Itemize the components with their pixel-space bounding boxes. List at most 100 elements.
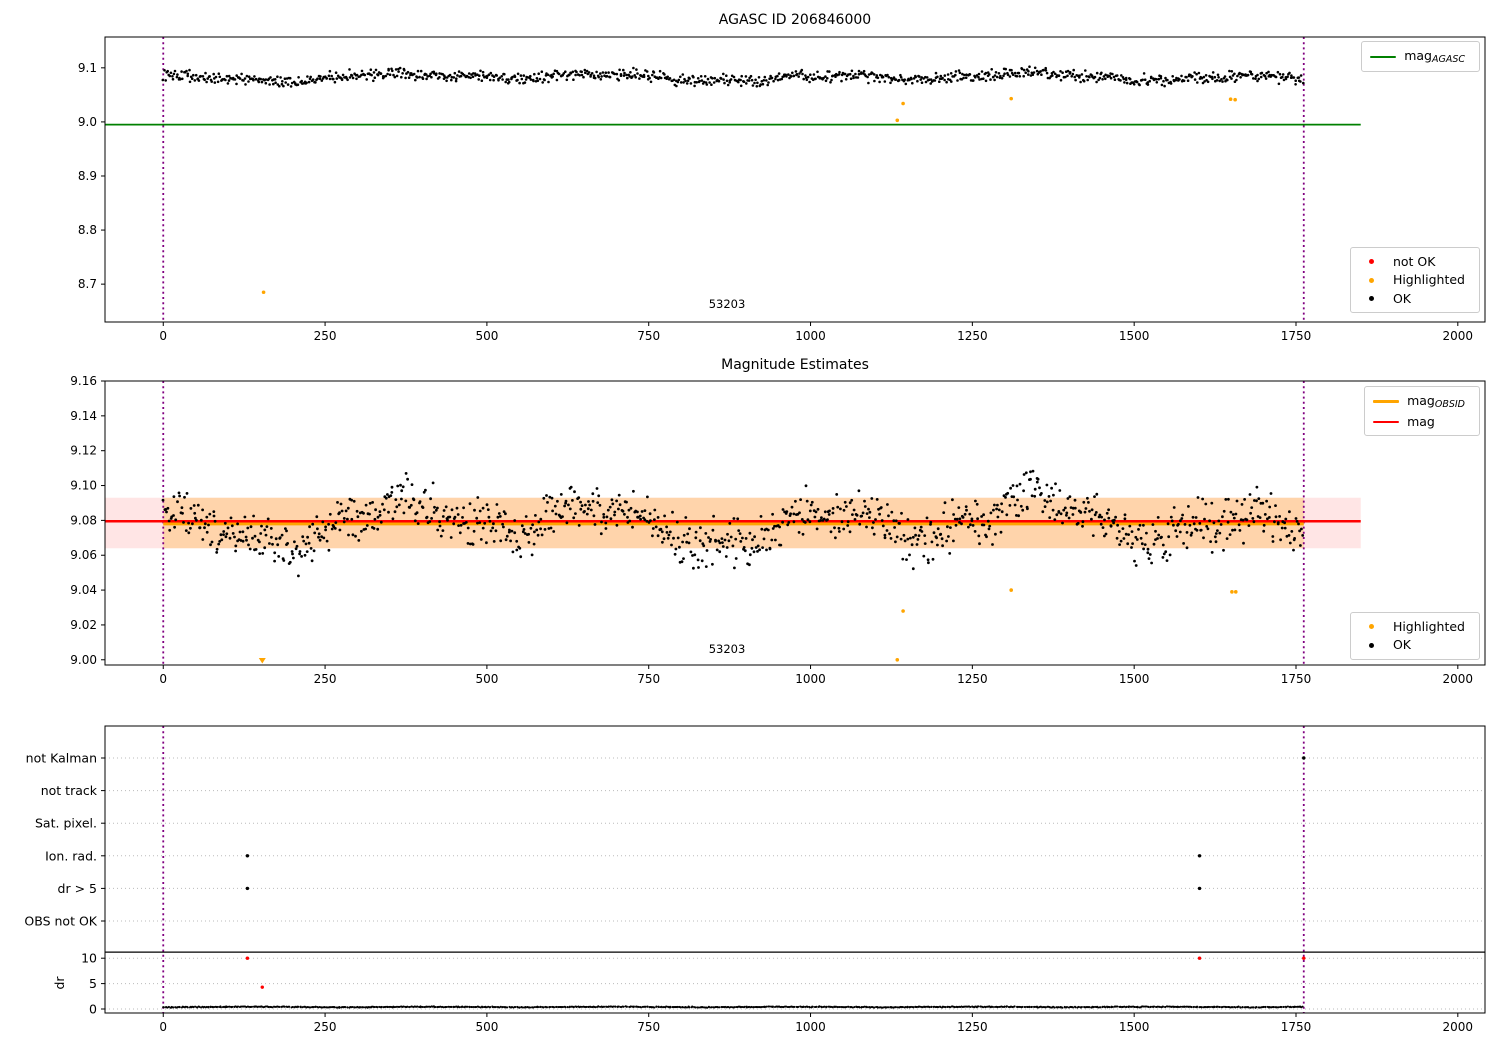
legend-flags-1: not OK Highlighted OK <box>1349 247 1480 314</box>
legend-line-icon <box>1373 400 1400 404</box>
legend-label: magAGASC <box>1404 47 1465 65</box>
legend-label: Highlighted <box>1392 272 1465 288</box>
legend-entry: Highlighted <box>1357 617 1471 636</box>
legend-label: not OK <box>1392 253 1436 269</box>
flag-row-label: Ion. rad. <box>45 848 97 863</box>
y-tick-label: 8.8 <box>78 223 97 237</box>
plot1-ok-points <box>161 65 1305 88</box>
plot2-magnitude-estimates: 0 250 500 750 1000 1250 1500 1750 2000 9.00 9.02 9.… <box>70 374 1486 686</box>
plot2-ok-points <box>161 469 1305 578</box>
x-tick-label: 1250 <box>957 1020 988 1034</box>
y-tick-label: 8.7 <box>78 277 97 291</box>
legend-entry: not OK <box>1357 252 1471 271</box>
x-tick-label: 1250 <box>957 672 988 686</box>
x-tick-label: 250 <box>314 329 337 343</box>
dr-tick-label: 5 <box>89 976 97 991</box>
y-tick-label: 9.10 <box>70 479 97 493</box>
x-tick-label: 1000 <box>795 329 826 343</box>
legend-label: OK <box>1392 291 1411 306</box>
dr-tick-label: 10 <box>81 951 97 966</box>
legend-dot-icon <box>1359 296 1385 302</box>
y-tick-label: 9.14 <box>70 409 97 423</box>
legend-line-icon <box>1370 55 1397 58</box>
y-tick-label: 9.06 <box>70 548 97 562</box>
flag-row-label: not track <box>41 783 98 798</box>
plot3-dr-series <box>162 1005 1304 1009</box>
plot1-agasc-mag: 0 250 500 750 1000 1250 1500 1750 2000 8.7 8.8 8.9 9… <box>78 36 1486 343</box>
plot3-flag-points <box>245 756 1306 891</box>
x-tick-label: 250 <box>314 672 337 686</box>
plot2-obsid-annotation: 53203 <box>708 642 746 656</box>
plot1-highlighted-points <box>261 96 1237 295</box>
legend-agasc: magAGASC <box>1361 41 1480 73</box>
legend-entry: magAGASC <box>1368 46 1471 67</box>
axes-frame <box>104 380 1486 666</box>
x-tick-label: 750 <box>637 329 660 343</box>
x-tick-label: 500 <box>475 1020 498 1034</box>
legend-label: Highlighted <box>1392 618 1465 634</box>
flag-row-label: not Kalman <box>26 751 97 766</box>
legend-entry: mag <box>1371 412 1471 431</box>
plot3-dr-not-ok-points <box>245 956 1306 989</box>
legend-flags-2: Highlighted OK <box>1349 612 1480 660</box>
plot2-title: Magnitude Estimates <box>721 357 869 373</box>
x-tick-label: 1750 <box>1281 672 1312 686</box>
plot1-obsid-annotation: 53203 <box>708 297 746 311</box>
legend-maglines: magOBSID mag <box>1364 386 1480 437</box>
legend-entry: magOBSID <box>1371 391 1471 412</box>
x-tick-label: 2000 <box>1443 672 1474 686</box>
legend-entry: Highlighted <box>1357 271 1471 290</box>
plot1-title: AGASC ID 206846000 <box>718 12 872 28</box>
y-tick-label: 9.16 <box>70 374 97 388</box>
x-tick-label: 1250 <box>957 329 988 343</box>
y-tick-label: 9.08 <box>70 513 97 527</box>
y-tick-label: 9.1 <box>78 61 97 75</box>
legend-dot-icon <box>1359 258 1385 264</box>
x-tick-label: 500 <box>475 329 498 343</box>
legend-entry: OK <box>1357 290 1471 309</box>
plot3-flags-dr: 0 250 500 750 1000 1250 1500 1750 2000 not Kalman… <box>24 725 1486 1034</box>
x-tick-label: 1500 <box>1119 672 1150 686</box>
x-tick-label: 2000 <box>1443 329 1474 343</box>
x-tick-label: 0 <box>159 329 167 343</box>
plot2-clipped-point-marker <box>258 658 266 664</box>
y-tick-label: 9.0 <box>78 115 97 129</box>
x-tick-label: 0 <box>159 1020 167 1034</box>
flag-row-label: dr > 5 <box>58 881 97 896</box>
flag-row-label: Sat. pixel. <box>35 816 97 831</box>
y-tick-label: 9.04 <box>70 583 97 597</box>
legend-label: OK <box>1392 637 1411 653</box>
legend-label-subscript: OBSID <box>1434 398 1465 410</box>
x-tick-label: 1750 <box>1281 329 1312 343</box>
plot2-highlighted-points <box>895 588 1238 662</box>
axes-frame <box>104 725 1486 1014</box>
legend-label: mag <box>1407 413 1435 429</box>
dr-tick-label: 0 <box>89 1002 97 1017</box>
x-tick-label: 1500 <box>1119 329 1150 343</box>
x-tick-label: 0 <box>159 672 167 686</box>
legend-label: magOBSID <box>1407 392 1465 410</box>
x-tick-label: 500 <box>475 672 498 686</box>
y-tick-label: 9.02 <box>70 618 97 632</box>
y-tick-label: 9.00 <box>70 653 97 667</box>
y-tick-label: 8.9 <box>78 169 97 183</box>
x-tick-label: 750 <box>637 1020 660 1034</box>
legend-entry: OK <box>1357 636 1471 655</box>
x-tick-label: 2000 <box>1443 1020 1474 1034</box>
x-tick-label: 1000 <box>795 1020 826 1034</box>
x-tick-label: 1500 <box>1119 1020 1150 1034</box>
legend-line-icon <box>1373 420 1400 423</box>
legend-dot-icon <box>1359 623 1385 629</box>
flag-row-label: OBS not OK <box>24 914 97 929</box>
axes-frame <box>104 36 1486 323</box>
x-tick-label: 750 <box>637 672 660 686</box>
x-tick-label: 250 <box>314 1020 337 1034</box>
x-tick-label: 1000 <box>795 672 826 686</box>
legend-dot-icon <box>1359 277 1385 283</box>
legend-label-subscript: AGASC <box>1431 53 1465 65</box>
x-tick-label: 1750 <box>1281 1020 1312 1034</box>
dr-axis-label: dr <box>52 976 67 990</box>
y-tick-label: 9.12 <box>70 444 97 458</box>
